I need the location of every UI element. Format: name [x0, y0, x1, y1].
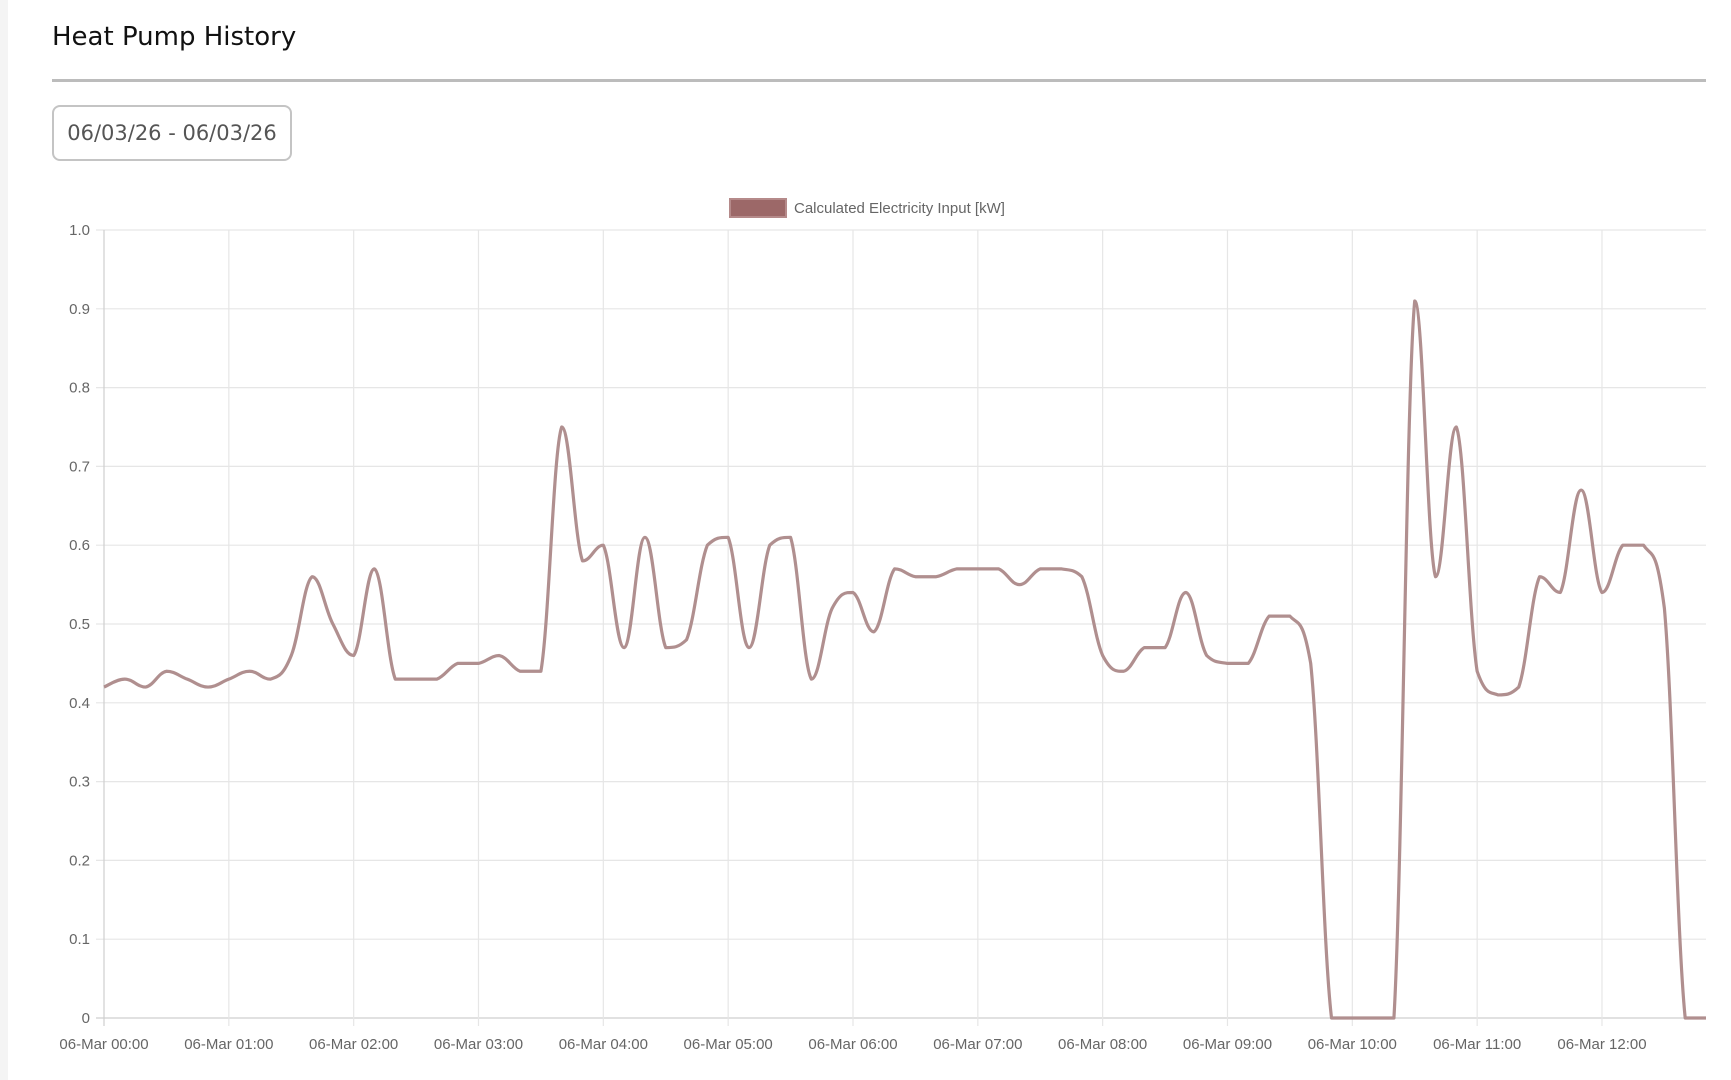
x-tick-label: 06-Mar 10:00 — [1308, 1036, 1397, 1053]
y-tick-label: 0.9 — [69, 301, 90, 318]
x-tick-label: 06-Mar 05:00 — [684, 1036, 773, 1053]
date-range-picker[interactable]: 06/03/26 - 06/03/26 — [52, 105, 292, 161]
x-tick-label: 06-Mar 11:00 — [1433, 1036, 1521, 1053]
x-axis: 06-Mar 00:00 06-Mar 01:00 06-Mar 02:00 06-M… — [59, 1036, 1646, 1053]
x-tick-label: 06-Mar 01:00 — [184, 1036, 273, 1053]
page-title: Heat Pump History — [52, 22, 297, 52]
sidebar-edge — [0, 0, 8, 1080]
x-tick-label: 06-Mar 07:00 — [933, 1036, 1022, 1053]
x-tick-label: 06-Mar 02:00 — [309, 1036, 398, 1053]
series-line — [103, 299, 1706, 1020]
legend-label: Calculated Electricity Input [kW] — [794, 200, 1005, 217]
x-tick-label: 06-Mar 00:00 — [59, 1036, 148, 1053]
x-tick-label: 06-Mar 04:00 — [559, 1036, 648, 1053]
y-tick-label: 0.8 — [69, 380, 90, 397]
legend-swatch — [729, 198, 787, 218]
legend[interactable]: Calculated Electricity Input [kW] — [729, 198, 1005, 218]
y-tick-label: 0.6 — [69, 537, 90, 554]
x-tick-label: 06-Mar 08:00 — [1058, 1036, 1147, 1053]
y-tick-label: 0 — [82, 1010, 90, 1027]
y-tick-label: 1.0 — [69, 222, 90, 239]
y-tick-label: 0.3 — [69, 774, 90, 791]
y-axis: 0 0.1 0.2 0.3 0.4 0.5 0.6 0.7 0.8 0.9 1.0 — [69, 222, 90, 1027]
divider — [52, 79, 1706, 82]
x-tick-label: 06-Mar 12:00 — [1557, 1036, 1646, 1053]
y-tick-label: 0.4 — [69, 695, 90, 712]
y-tick-label: 0.7 — [69, 458, 90, 475]
y-tick-label: 0.5 — [69, 616, 90, 633]
x-tick-label: 06-Mar 09:00 — [1183, 1036, 1272, 1053]
x-tick-label: 06-Mar 06:00 — [808, 1036, 897, 1053]
y-tick-label: 0.1 — [69, 931, 90, 948]
x-tick-label: 06-Mar 03:00 — [434, 1036, 523, 1053]
grid — [96, 229, 1706, 1026]
y-tick-label: 0.2 — [69, 852, 90, 869]
